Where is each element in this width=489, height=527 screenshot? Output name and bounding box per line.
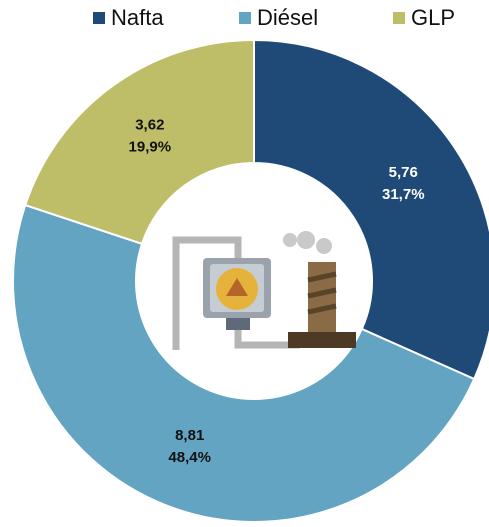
slice xyxy=(253,38,489,381)
percentage-label: 48,4% xyxy=(168,449,211,466)
percentage-label: 31,7% xyxy=(382,186,425,203)
value-label: 5,76 xyxy=(389,164,418,181)
value-label: 3,62 xyxy=(135,117,164,134)
legend-swatch xyxy=(239,12,251,24)
legend-label: Diésel xyxy=(257,5,318,30)
legend-label: Nafta xyxy=(111,5,164,30)
legend-swatch xyxy=(393,12,405,24)
slice xyxy=(23,38,255,246)
legend-swatch xyxy=(93,12,105,24)
percentage-label: 19,9% xyxy=(129,139,172,156)
slice xyxy=(11,203,476,523)
legend: Nafta Diésel GLP xyxy=(93,5,455,30)
legend-label: GLP xyxy=(411,5,455,30)
value-label: 8,81 xyxy=(175,427,204,444)
refinery-icon xyxy=(172,231,356,350)
